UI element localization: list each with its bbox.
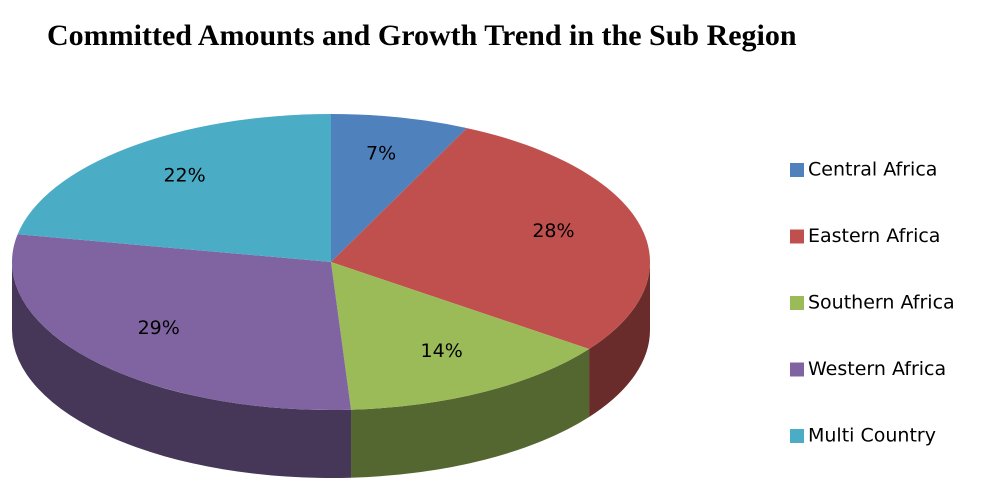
- data-label: 7%: [366, 143, 396, 165]
- slice: [12, 234, 352, 410]
- legend-label: Southern Africa: [808, 292, 955, 314]
- legend-label: Central Africa: [808, 159, 937, 181]
- data-label: 28%: [532, 220, 574, 242]
- legend-label: Multi Country: [808, 425, 936, 447]
- slice-side: [12, 262, 352, 478]
- legend-swatch: [790, 429, 804, 443]
- slice-side: [351, 348, 590, 478]
- slice: [331, 114, 467, 262]
- legend-swatch: [790, 229, 804, 244]
- legend-swatch: [790, 362, 804, 377]
- data-label: 29%: [138, 317, 180, 339]
- data-label: 14%: [421, 340, 463, 362]
- data-label: 22%: [163, 164, 205, 186]
- legend-label: Western Africa: [808, 358, 946, 380]
- legend-label: Eastern Africa: [808, 225, 940, 247]
- slice: [331, 128, 650, 349]
- slice: [17, 114, 332, 262]
- legend-swatch: [790, 296, 804, 310]
- slice: [331, 262, 590, 410]
- legend-swatch: [790, 163, 804, 177]
- slice-side: [589, 262, 650, 417]
- chart-title: Committed Amounts and Growth Trend in th…: [47, 19, 797, 52]
